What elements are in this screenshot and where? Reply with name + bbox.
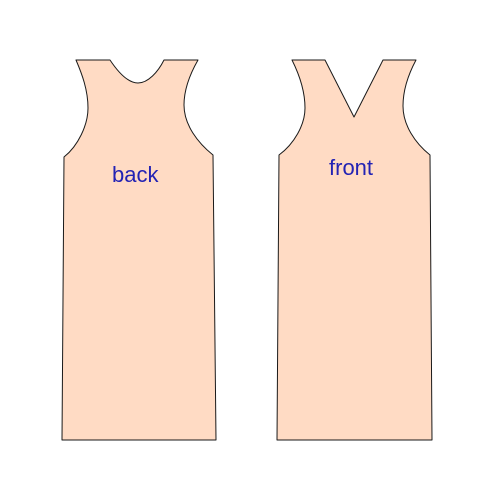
back-panel-label: back [112, 162, 159, 187]
back-panel: back [61, 59, 217, 441]
front-panel-shape [276, 59, 433, 441]
front-panel-label: front [329, 155, 373, 180]
back-panel-shape [61, 59, 217, 441]
front-panel: front [276, 59, 433, 441]
